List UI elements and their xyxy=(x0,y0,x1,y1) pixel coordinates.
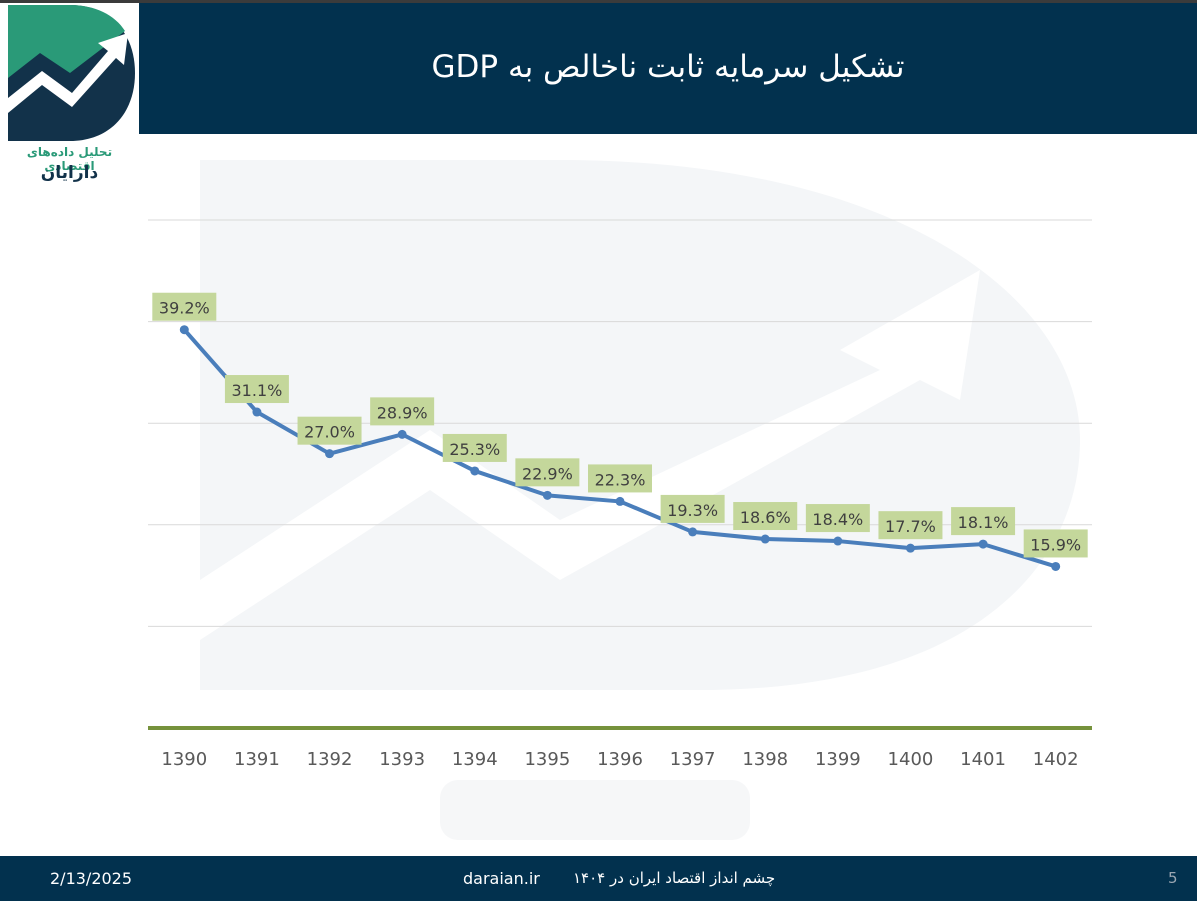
data-point xyxy=(397,429,407,439)
data-label-box xyxy=(660,494,725,523)
x-tick-label: 1401 xyxy=(960,749,1006,770)
data-label-box xyxy=(297,416,362,445)
data-labels: 39.2% 31.1% 27.0% 28.9% 25.3% 22.9% 22.3% 19.3%… xyxy=(152,292,1088,558)
x-tick-label: 1398 xyxy=(742,749,788,770)
header-bar: تشکیل سرمایه ثابت ناخالص به GDP xyxy=(139,3,1197,134)
data-point xyxy=(325,449,335,459)
logo-arrow-icon xyxy=(8,5,135,141)
data-label-box xyxy=(733,502,798,531)
data-label-box xyxy=(152,292,217,321)
page-number: 5 xyxy=(1168,869,1178,887)
top-border xyxy=(0,0,1197,3)
data-point xyxy=(470,466,480,476)
x-tick-label: 1392 xyxy=(307,749,353,770)
footer-website-link[interactable]: daraian.ir xyxy=(463,869,540,888)
data-label-box xyxy=(515,458,580,487)
data-label-box xyxy=(442,433,507,462)
x-tick-label: 1397 xyxy=(670,749,716,770)
data-label: 17.7% xyxy=(885,517,936,536)
data-label: 18.1% xyxy=(958,513,1009,532)
gridlines xyxy=(148,219,1092,627)
data-label-box xyxy=(370,397,435,426)
data-point xyxy=(978,539,988,549)
x-tick-label: 1393 xyxy=(379,749,425,770)
data-point xyxy=(760,534,770,544)
data-label: 28.9% xyxy=(377,403,428,422)
x-tick-label: 1394 xyxy=(452,749,498,770)
data-label: 22.9% xyxy=(522,464,573,483)
data-label: 15.9% xyxy=(1030,535,1081,554)
data-point xyxy=(615,496,625,506)
footer-date: 2/13/2025 xyxy=(50,869,133,888)
x-tick-label: 1396 xyxy=(597,749,643,770)
data-point xyxy=(542,490,552,500)
data-point xyxy=(252,407,262,417)
x-tick-labels: 1390 1391 1392 1393 1394 1395 1396 1397 1398 1399… xyxy=(161,749,1078,770)
x-tick-label: 1402 xyxy=(1033,749,1079,770)
data-point xyxy=(1051,561,1061,571)
data-label-box xyxy=(951,507,1016,536)
data-label: 39.2% xyxy=(159,299,210,318)
line-chart: 39.2% 31.1% 27.0% 28.9% 25.3% 22.9% 22.3% 19.3%… xyxy=(148,219,1092,770)
data-label-box xyxy=(878,511,943,540)
data-point xyxy=(688,527,698,537)
data-label: 27.0% xyxy=(304,423,355,442)
logo-name: دارایان xyxy=(40,163,99,183)
data-point xyxy=(833,536,843,546)
data-label: 25.3% xyxy=(449,440,500,459)
data-label-box xyxy=(588,464,652,493)
data-label-box xyxy=(224,375,289,404)
footer-caption: چشم انداز اقتصاد ایران در ۱۴۰۴ xyxy=(573,869,776,887)
data-label-box xyxy=(1023,529,1088,558)
x-tick-label: 1400 xyxy=(888,749,934,770)
x-tick-label: 1395 xyxy=(524,749,570,770)
data-label: 18.4% xyxy=(812,510,863,529)
page-title: تشکیل سرمایه ثابت ناخالص به GDP xyxy=(431,49,905,85)
data-label: 31.1% xyxy=(232,381,283,400)
x-tick-label: 1390 xyxy=(161,749,207,770)
logo-tagline: تحلیل داده‌های اقتصادی xyxy=(26,145,113,173)
data-label: 18.6% xyxy=(740,508,791,527)
footer-bar: 2/13/2025 daraian.ir چشم انداز اقتصاد ای… xyxy=(0,856,1197,901)
data-point xyxy=(179,325,189,335)
data-point xyxy=(905,543,915,553)
data-label-box xyxy=(805,504,870,533)
data-points xyxy=(179,325,1061,571)
x-tick-label: 1399 xyxy=(815,749,861,770)
logo: تحلیل داده‌های اقتصادی دارایان xyxy=(0,3,139,193)
x-tick-label: 1391 xyxy=(234,749,280,770)
data-label: 22.3% xyxy=(595,470,646,489)
data-label: 19.3% xyxy=(667,501,718,520)
